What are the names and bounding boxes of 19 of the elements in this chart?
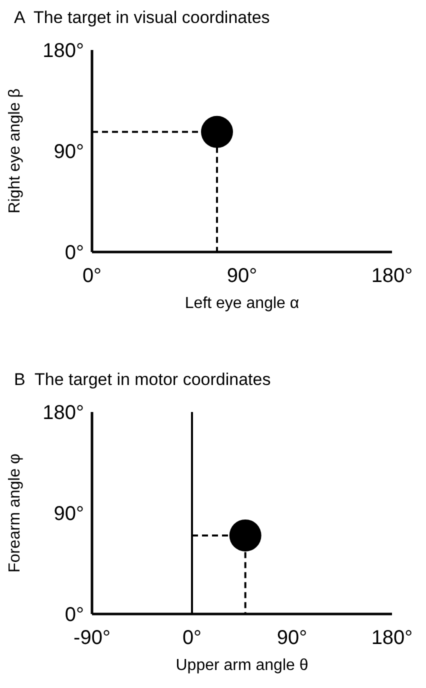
x-axis-title: Upper arm angle θ — [176, 657, 308, 674]
x-tick-label: 0° — [182, 627, 202, 650]
x-tick-label: 180° — [371, 265, 413, 288]
y-tick-label: 180° — [42, 402, 84, 424]
x-tick-label: 180° — [371, 627, 413, 650]
x-tick-label: 90° — [276, 627, 308, 650]
chart-title: B The target in motor coordinates — [13, 370, 272, 391]
y-tick-label: 0° — [64, 242, 84, 264]
x-tick-label: -90° — [74, 627, 110, 650]
x-axis-title: Left eye angle α — [184, 295, 300, 312]
y-tick-label: 90° — [54, 503, 84, 526]
y-axis-title: Forearm angle φ — [6, 454, 24, 572]
y-tick-label: 90° — [54, 141, 84, 164]
x-tick-label: 90° — [226, 265, 258, 288]
x-tick-label: 0° — [82, 265, 102, 288]
y-tick-label: 0° — [64, 604, 84, 626]
chart-title: A The target in visual coordinates — [13, 8, 271, 29]
y-axis-title: Right eye angle β — [6, 88, 24, 214]
y-tick-label: 180° — [42, 40, 84, 62]
